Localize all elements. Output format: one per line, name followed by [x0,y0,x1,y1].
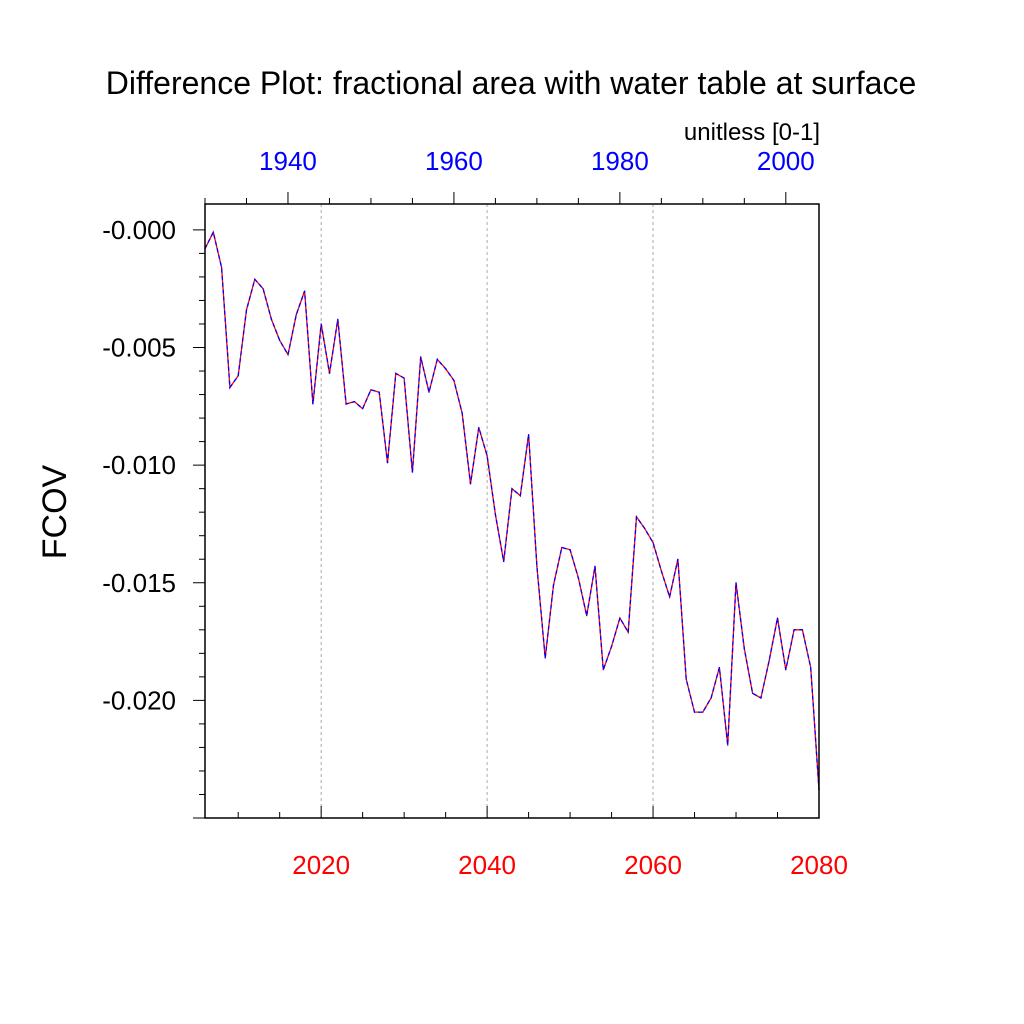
data-point [776,617,779,619]
data-point [229,386,231,389]
data-point [212,231,214,233]
y-axis-tick-label: -0.010 [102,450,176,480]
data-point [378,391,380,393]
data-point [320,323,322,325]
data-point [527,433,530,436]
data-point [453,379,455,382]
data-point [544,657,546,659]
data-point [237,375,239,377]
data-point [428,391,430,393]
data-point [337,318,339,320]
data-point [254,278,256,280]
plot-frame [204,203,820,819]
data-point [627,631,629,633]
data-point [569,549,571,551]
data-point [652,542,654,544]
data-point [279,339,281,342]
data-point [345,403,347,405]
data-point [552,584,555,586]
grid-lines [320,204,654,818]
top-axis-tick-label: 2000 [757,146,815,176]
data-point [411,471,414,473]
data-point [743,648,745,650]
data-point [287,353,289,356]
data-point [469,483,472,485]
data-point [362,408,364,410]
data-point [685,678,687,680]
data-point [785,669,787,671]
data-point [403,377,405,379]
series-line-red [204,230,820,790]
data-point [370,389,372,391]
data-point [561,546,563,549]
data-point [735,582,737,584]
data-point [303,290,306,292]
top-axis-tick-label: 1980 [591,146,649,176]
data-point [644,528,646,530]
data-point [536,565,538,567]
data-point [594,565,596,567]
data-point [353,401,355,403]
data-point [669,596,671,598]
data-point [503,560,505,563]
data-series [204,230,820,791]
axis-ticks [193,192,820,819]
y-axis-tick-label: -0.020 [102,685,176,715]
data-point [610,645,613,647]
data-point [702,711,704,713]
top-axis-tick-label: 1940 [259,146,317,176]
data-point [586,615,588,617]
data-point [810,666,812,669]
y-axis-tick-label: -0.000 [102,215,176,245]
data-point [660,570,662,572]
data-point [760,697,762,699]
data-point [220,266,223,269]
series-line-blue [204,230,820,790]
data-point [727,744,729,746]
data-point [270,318,272,320]
data-point [486,455,488,457]
data-point [768,659,770,661]
data-point [710,697,712,699]
data-point [511,488,513,490]
data-point [793,629,795,631]
data-point [519,495,521,497]
data-point [602,669,604,671]
data-point [635,516,638,518]
bottom-axis-tick-label: 2040 [458,850,516,880]
data-point [328,372,331,374]
data-point [801,629,804,631]
data-point [461,412,463,414]
data-point [718,666,721,669]
axis-tick-labels: 2020 2040 2060 2080 1940 1960 1980 2000 -0.000 -0… [102,146,848,880]
y-axis-label: FCOV [36,464,74,559]
units-label: unitless [0-1] [684,119,820,146]
data-point [245,309,248,311]
bottom-axis-tick-label: 2020 [292,850,350,880]
data-point [752,692,754,694]
chart-title: Difference Plot: fractional area with wa… [106,65,916,101]
bottom-axis-tick-label: 2080 [790,850,848,880]
data-point [262,288,264,290]
data-point [312,403,314,405]
data-point [395,372,397,374]
data-point [577,577,579,579]
y-axis-tick-label: -0.015 [102,568,176,598]
data-point [693,711,696,713]
data-point [445,368,447,370]
data-point [677,558,679,560]
data-point [436,358,438,360]
y-axis-tick-label: -0.005 [102,333,176,363]
data-point [478,426,480,429]
top-axis-tick-label: 1960 [425,146,483,176]
data-point [386,462,389,464]
data-point [420,356,422,358]
bottom-axis-tick-label: 2060 [624,850,682,880]
data-point [619,617,621,619]
data-point [295,313,297,316]
data-point [494,513,497,516]
